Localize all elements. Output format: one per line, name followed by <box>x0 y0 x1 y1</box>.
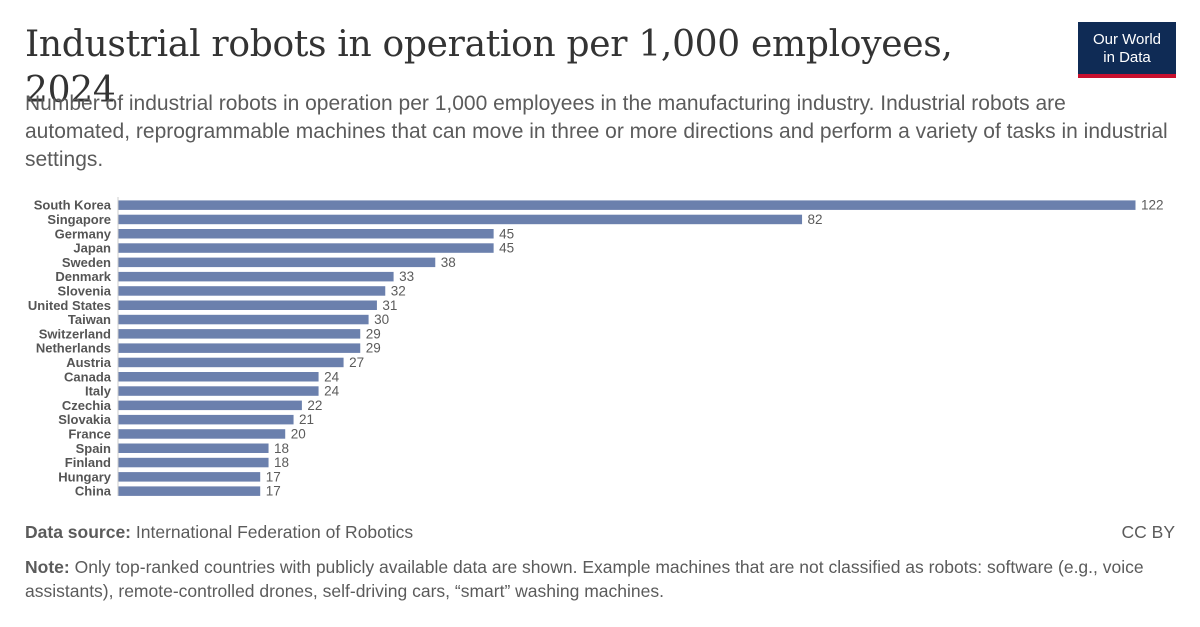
value-label: 29 <box>366 341 381 356</box>
bar[interactable] <box>119 486 261 496</box>
category-label: Slovakia <box>58 412 112 427</box>
category-label: Taiwan <box>68 312 111 327</box>
category-label: Czechia <box>62 398 112 413</box>
bar[interactable] <box>119 401 302 411</box>
bar[interactable] <box>119 458 269 468</box>
category-label: South Korea <box>34 198 112 213</box>
chart-subtitle: Number of industrial robots in operation… <box>25 90 1175 174</box>
value-label: 24 <box>324 384 340 399</box>
category-label: Singapore <box>47 212 111 227</box>
value-label: 33 <box>399 269 414 284</box>
bar[interactable] <box>119 415 294 425</box>
category-label: Germany <box>55 226 112 241</box>
bar[interactable] <box>119 386 319 396</box>
value-label: 38 <box>441 255 456 270</box>
category-label: Austria <box>66 355 112 370</box>
bar[interactable] <box>119 229 494 239</box>
category-label: Italy <box>85 384 112 399</box>
value-label: 24 <box>324 369 340 384</box>
value-label: 21 <box>299 412 314 427</box>
value-label: 27 <box>349 355 364 370</box>
value-label: 32 <box>391 283 406 298</box>
bar[interactable] <box>119 272 394 282</box>
category-label: Canada <box>64 369 112 384</box>
bar[interactable] <box>119 444 269 454</box>
value-label: 18 <box>274 441 289 456</box>
bar[interactable] <box>119 329 361 339</box>
bar[interactable] <box>119 472 261 482</box>
logo-line-1: Our World <box>1078 31 1176 49</box>
bar[interactable] <box>119 258 436 268</box>
category-label: France <box>68 426 111 441</box>
note: Note: Only top-ranked countries with pub… <box>25 555 1175 603</box>
category-label: Japan <box>73 241 111 256</box>
owid-logo[interactable]: Our World in Data <box>1078 22 1176 78</box>
value-label: 30 <box>374 312 389 327</box>
bar[interactable] <box>119 243 494 253</box>
bar[interactable] <box>119 301 377 311</box>
logo-accent-bar <box>1078 74 1176 78</box>
logo-line-2: in Data <box>1078 49 1176 67</box>
bar[interactable] <box>119 372 319 382</box>
value-label: 45 <box>499 226 514 241</box>
chart-marks: South Korea 122 Singapore 82 Germany 45 Japan 4… <box>28 198 1164 499</box>
value-label: 22 <box>307 398 322 413</box>
value-label: 45 <box>499 241 514 256</box>
value-label: 18 <box>274 455 289 470</box>
value-label: 82 <box>808 212 823 227</box>
value-label: 17 <box>266 469 281 484</box>
category-label: Spain <box>76 441 111 456</box>
note-label: Note: <box>25 557 70 577</box>
bar[interactable] <box>119 358 344 368</box>
category-label: Netherlands <box>36 341 111 356</box>
data-source: Data source: International Federation of… <box>25 522 413 543</box>
bar[interactable] <box>119 200 1136 210</box>
value-label: 31 <box>382 298 397 313</box>
bar[interactable] <box>119 215 803 225</box>
license-label[interactable]: CC BY <box>1122 522 1175 543</box>
category-label: United States <box>28 298 111 313</box>
value-label: 17 <box>266 484 281 499</box>
bar[interactable] <box>119 286 386 296</box>
category-label: Slovenia <box>58 283 112 298</box>
category-label: Switzerland <box>39 326 111 341</box>
bar[interactable] <box>119 343 361 353</box>
bar[interactable] <box>119 429 286 439</box>
value-label: 29 <box>366 326 381 341</box>
bar-chart: South Korea 122 Singapore 82 Germany 45 Japan 4… <box>0 190 1200 510</box>
category-label: Finland <box>65 455 111 470</box>
value-label: 20 <box>291 426 306 441</box>
value-label: 122 <box>1141 198 1164 213</box>
bar[interactable] <box>119 315 369 325</box>
category-label: Hungary <box>58 469 112 484</box>
category-label: Sweden <box>62 255 111 270</box>
note-text: Only top-ranked countries with publicly … <box>25 557 1144 601</box>
category-label: Denmark <box>55 269 111 284</box>
data-source-label: Data source: <box>25 522 131 542</box>
category-label: China <box>75 484 112 499</box>
data-source-text[interactable]: International Federation of Robotics <box>136 522 413 542</box>
